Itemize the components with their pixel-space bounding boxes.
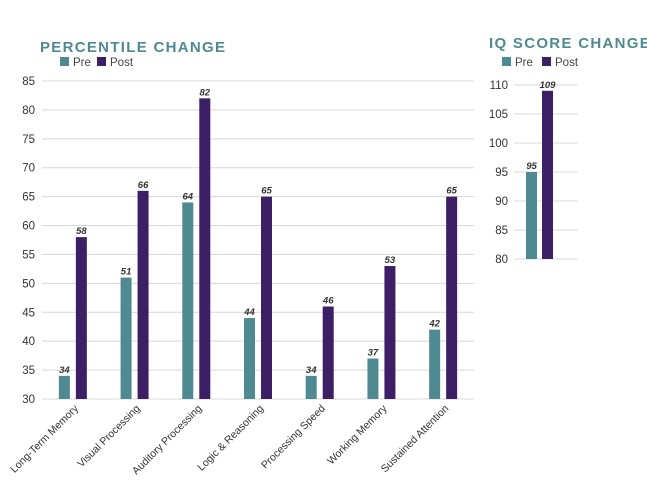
iq-chart: IQ SCORE CHANGE Pre Post 80 85 90 95 100 105 1… xyxy=(489,35,647,266)
y-tick-label: 105 xyxy=(489,109,508,121)
y-axis: 30 35 40 45 50 55 60 65 70 75 80 85 xyxy=(22,76,35,406)
bar-pre xyxy=(367,358,379,399)
data-label: 51 xyxy=(121,267,132,278)
bar-pre xyxy=(182,202,194,399)
y-axis: 80 85 90 95 100 105 110 xyxy=(489,80,508,266)
data-label: 46 xyxy=(322,295,334,306)
x-tick-label: Working Memory xyxy=(325,402,390,467)
x-tick-label: Sustained Attention xyxy=(379,403,452,476)
data-label: 65 xyxy=(446,186,457,197)
data-label: 82 xyxy=(199,87,210,98)
y-tick-label: 50 xyxy=(22,278,35,290)
y-tick-label: 65 xyxy=(22,192,35,204)
grid xyxy=(42,80,474,400)
data-label: 42 xyxy=(428,319,440,330)
y-tick-label: 60 xyxy=(22,221,35,233)
legend-label-pre: Pre xyxy=(515,57,533,69)
legend-label-post: Post xyxy=(110,57,134,69)
x-tick-label: Processing Speed xyxy=(259,403,328,472)
y-tick-label: 90 xyxy=(495,196,508,208)
bar-post xyxy=(137,190,149,399)
legend-swatch-post xyxy=(542,57,551,66)
x-tick-label: Logic & Reasoning xyxy=(195,403,266,474)
bars: 34 58 51 66 64 82 44 65 34 46 37 53 42 65 xyxy=(58,87,458,399)
x-tick-label: Visual Processing xyxy=(75,403,142,470)
data-label: 44 xyxy=(243,307,255,318)
bar-pre xyxy=(526,172,537,259)
bar-post xyxy=(542,90,553,259)
bar-post xyxy=(446,196,458,399)
y-tick-label: 80 xyxy=(22,105,35,117)
x-tick-label: Long-Term Memory xyxy=(8,402,81,475)
bar-pre xyxy=(429,329,441,399)
legend-label-post: Post xyxy=(555,57,579,69)
data-label: 65 xyxy=(261,186,272,197)
bar-post xyxy=(384,266,396,399)
y-tick-label: 75 xyxy=(22,134,35,146)
bar-post xyxy=(199,98,211,399)
data-label: 66 xyxy=(138,180,149,191)
legend-swatch-post xyxy=(97,57,106,66)
legend-swatch-pre xyxy=(60,57,69,66)
y-tick-label: 45 xyxy=(22,307,35,319)
data-label: 53 xyxy=(385,255,396,266)
y-tick-label: 95 xyxy=(495,167,508,179)
data-label: 95 xyxy=(526,161,537,172)
data-label: 58 xyxy=(76,226,87,237)
data-label: 34 xyxy=(59,365,70,376)
legend-label-pre: Pre xyxy=(73,57,91,69)
data-label: 64 xyxy=(182,191,193,202)
data-label: 37 xyxy=(368,348,379,359)
y-tick-label: 100 xyxy=(489,138,508,150)
y-tick-label: 85 xyxy=(22,76,35,88)
data-label: 109 xyxy=(540,80,557,91)
y-tick-label: 70 xyxy=(22,163,35,175)
bar-post xyxy=(261,196,272,399)
y-tick-label: 55 xyxy=(22,249,35,261)
bar-post xyxy=(75,237,87,399)
y-tick-label: 40 xyxy=(22,336,35,348)
bars: 95 109 xyxy=(526,80,556,259)
percentile-chart: PERCENTILE CHANGE Pre Post 30 35 40 45 50 55 6… xyxy=(8,39,474,477)
x-tick-label: Auditory Processing xyxy=(130,403,205,478)
y-tick-label: 80 xyxy=(495,254,508,266)
chart-title: PERCENTILE CHANGE xyxy=(40,39,226,56)
bar-pre xyxy=(305,375,317,399)
bar-post xyxy=(322,306,334,399)
chart-title: IQ SCORE CHANGE xyxy=(489,35,647,52)
bar-pre xyxy=(244,318,255,399)
y-tick-label: 110 xyxy=(490,80,508,92)
y-tick-label: 85 xyxy=(495,225,508,237)
y-tick-label: 35 xyxy=(22,365,35,377)
y-tick-label: 30 xyxy=(22,394,35,406)
bar-pre xyxy=(120,277,132,399)
legend-swatch-pre xyxy=(502,57,511,66)
bar-pre xyxy=(58,375,70,399)
data-label: 34 xyxy=(306,365,317,376)
